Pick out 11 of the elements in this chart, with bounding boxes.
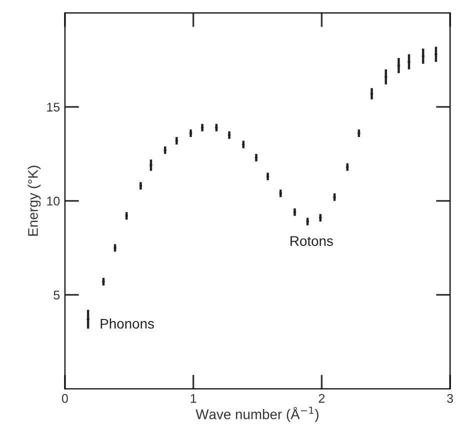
y-tick-label: 5	[54, 290, 60, 300]
x-tick-label: 0	[62, 394, 68, 403]
x-axis-title: Wave number (Å$^{−1}$)	[196, 406, 318, 422]
y-tick-label: 10	[47, 196, 60, 206]
x-tick-label: 3	[447, 394, 454, 403]
x-tick-label: 1	[190, 394, 196, 403]
y-axis-title: Energy (°K)	[28, 166, 41, 236]
x-tick-label: 2	[318, 394, 325, 403]
annotation: Phonons	[100, 318, 154, 329]
y-tick-label: 15	[47, 102, 60, 112]
annotation: Rotons	[290, 236, 333, 246]
